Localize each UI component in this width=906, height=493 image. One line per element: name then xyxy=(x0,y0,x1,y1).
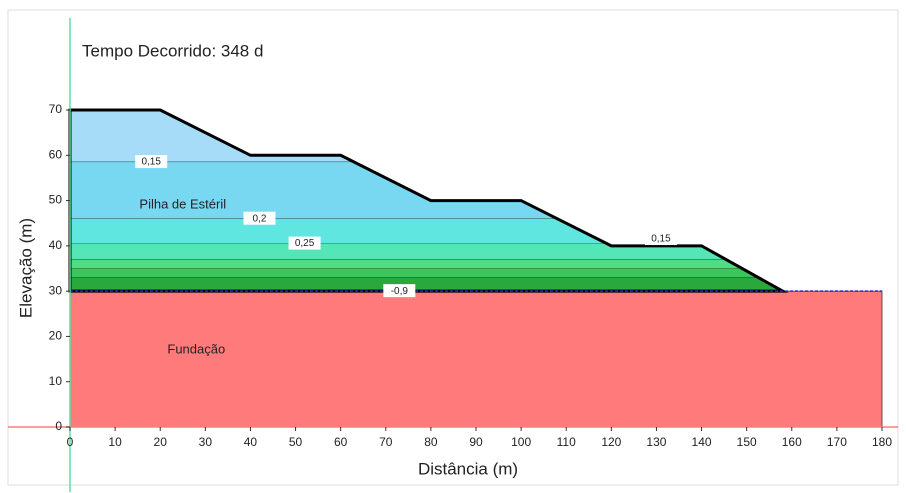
y-axis-label: Elevação (m) xyxy=(16,218,35,318)
x-tick-label: 180 xyxy=(872,435,892,449)
x-tick-label: 90 xyxy=(469,435,483,449)
y-tick-label: 40 xyxy=(49,238,63,252)
contour-label: 0,25 xyxy=(295,238,315,249)
y-tick-label: 60 xyxy=(49,147,63,161)
x-tick-label: 80 xyxy=(424,435,438,449)
x-tick-label: 30 xyxy=(199,435,213,449)
x-tick-label: 50 xyxy=(289,435,303,449)
x-tick-label: 120 xyxy=(601,435,621,449)
x-tick-label: 130 xyxy=(646,435,666,449)
x-tick-label: 20 xyxy=(154,435,168,449)
y-tick-label: 0 xyxy=(55,419,62,433)
x-tick-label: 60 xyxy=(334,435,348,449)
y-tick-label: 70 xyxy=(49,102,63,116)
y-tick-label: 30 xyxy=(49,283,63,297)
x-tick-label: 0 xyxy=(67,435,74,449)
x-tick-label: 40 xyxy=(244,435,258,449)
foundation xyxy=(70,291,882,427)
region-label: Pilha de Estéril xyxy=(139,197,226,212)
x-tick-label: 160 xyxy=(782,435,802,449)
x-tick-label: 110 xyxy=(557,435,576,449)
contour-band xyxy=(70,110,882,162)
x-tick-label: 10 xyxy=(108,435,122,449)
contour-label: 0,15 xyxy=(141,157,161,168)
annotation: 0,15 xyxy=(651,234,671,245)
x-tick-label: 140 xyxy=(692,435,712,449)
x-tick-label: 100 xyxy=(511,435,531,449)
chart-title: Tempo Decorrido: 348 d xyxy=(82,41,263,60)
x-tick-label: 150 xyxy=(737,435,757,449)
contour-band xyxy=(70,269,882,278)
contour-band xyxy=(70,259,882,268)
y-tick-label: 20 xyxy=(49,329,63,343)
contour-band xyxy=(70,244,882,260)
x-axis-label: Distância (m) xyxy=(418,459,518,478)
region-label: Fundação xyxy=(167,341,225,356)
y-tick-label: 50 xyxy=(49,193,63,207)
contour-label: 0,2 xyxy=(253,213,267,224)
contour-label: -0,9 xyxy=(391,286,409,297)
x-tick-label: 170 xyxy=(827,435,847,449)
y-tick-label: 10 xyxy=(49,374,63,388)
contour-band xyxy=(70,219,882,244)
chart: Tempo Decorrido: 348 d Distância (m) Ele… xyxy=(0,0,906,493)
x-tick-label: 70 xyxy=(379,435,393,449)
